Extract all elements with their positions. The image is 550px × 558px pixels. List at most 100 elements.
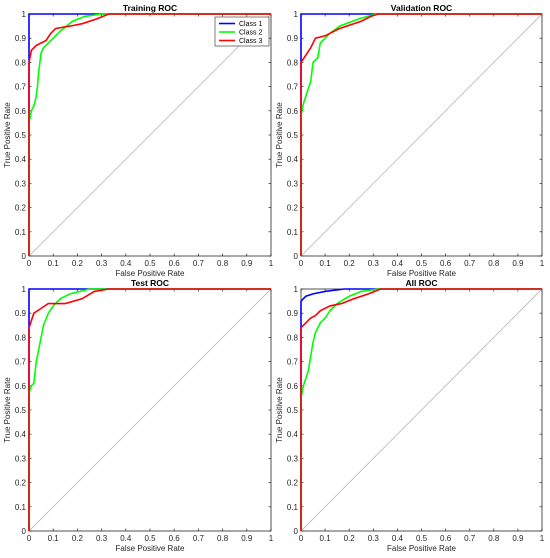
x-tick-label: 0.8: [488, 259, 500, 268]
x-tick-label: 0.3: [368, 259, 380, 268]
y-tick-label: 0: [294, 252, 299, 261]
x-tick-label: 0.5: [416, 534, 428, 543]
x-tick-label: 0.7: [464, 259, 476, 268]
x-tick-label: 0.1: [48, 259, 60, 268]
x-tick-label: 0.2: [344, 534, 356, 543]
x-tick-label: 0.1: [320, 259, 332, 268]
y-tick-label: 0.6: [287, 382, 299, 391]
y-tick-label: 0.4: [15, 155, 27, 164]
y-tick-label: 0.8: [15, 58, 27, 67]
y-tick-label: 0.3: [287, 179, 299, 188]
y-tick-label: 0.5: [15, 131, 27, 140]
y-axis: 0 0.1 0.2 0.3 0.4 0.5 0.6 0.7 0.8 0.9 1: [287, 10, 542, 261]
x-tick-label: 0.2: [72, 534, 84, 543]
x-tick-label: 0.9: [241, 259, 253, 268]
x-tick-label: 1: [540, 534, 545, 543]
x-tick-label: 0.4: [392, 534, 404, 543]
y-tick-label: 0.6: [287, 107, 299, 116]
chart-title: Validation ROC: [391, 3, 452, 13]
y-tick-label: 0.5: [287, 406, 299, 415]
x-tick-label: 0.9: [512, 259, 524, 268]
y-tick-label: 0.1: [287, 503, 299, 512]
y-axis-label: True Positive Rate: [3, 102, 12, 168]
y-tick-label: 1: [22, 285, 27, 294]
x-tick-label: 0.6: [440, 534, 452, 543]
legend-label: Class 1: [239, 21, 262, 28]
roc-line-class-3: [300, 288, 542, 531]
y-tick-label: 0.9: [287, 34, 299, 43]
x-axis-label: False Positive Rate: [387, 544, 456, 553]
x-tick-label: 0.5: [144, 259, 156, 268]
x-tick-label: 0.9: [241, 534, 253, 543]
y-tick-label: 0.2: [15, 204, 27, 213]
y-tick-label: 0.2: [15, 479, 27, 488]
x-tick-label: 0.4: [392, 259, 404, 268]
y-tick-label: 0.6: [15, 107, 27, 116]
y-tick-label: 0.8: [15, 333, 27, 342]
y-axis-label: True Positive Rate: [275, 102, 284, 168]
y-axis-label: True Positive Rate: [275, 377, 284, 443]
x-tick-label: 0.5: [144, 534, 156, 543]
x-tick-label: 0.8: [217, 534, 229, 543]
y-tick-label: 0.6: [15, 382, 27, 391]
y-tick-label: 0.5: [287, 131, 299, 140]
y-tick-label: 0: [22, 527, 27, 536]
y-tick-label: 0.3: [287, 454, 299, 463]
diagonal-reference-line: [28, 13, 272, 257]
y-tick-label: 0.9: [287, 309, 299, 318]
roc-panel-2: 0 0.1 0.2 0.3 0.4 0.5 0.6 0.7 0.8 0.9 100.10.20.30…: [275, 3, 545, 278]
x-tick-label: 0: [27, 534, 32, 543]
x-tick-label: 0.4: [120, 534, 132, 543]
y-tick-label: 0.2: [287, 204, 299, 213]
roc-panel-3: 0 0.1 0.2 0.3 0.4 0.5 0.6 0.7 0.8 0.9 1 0 0.1 0.2 0.3 0…: [3, 278, 274, 553]
legend-label: Class 3: [239, 38, 262, 45]
y-axis: 0 0.1 0.2 0.3 0.4 0.5 0.6 0.7 0.8 0.9 1: [287, 285, 542, 536]
x-tick-label: 0.1: [320, 534, 332, 543]
roc-line-class-2: [300, 13, 542, 256]
x-axis-label: False Positive Rate: [387, 269, 456, 278]
legend-label: Class 2: [239, 30, 262, 37]
roc-line-class-2: [28, 288, 271, 531]
y-tick-label: 0.4: [287, 430, 299, 439]
x-tick-label: 0.2: [72, 259, 84, 268]
x-tick-label: 0.8: [488, 534, 500, 543]
y-tick-label: 0.9: [15, 309, 27, 318]
y-tick-label: 0.4: [15, 430, 27, 439]
y-tick-label: 0.7: [287, 83, 299, 92]
y-tick-label: 0.2: [287, 479, 299, 488]
y-tick-label: 0.7: [15, 83, 27, 92]
y-tick-label: 0.8: [287, 333, 299, 342]
roc-line-class-3: [28, 13, 271, 256]
x-tick-label: 0.3: [96, 534, 108, 543]
y-tick-label: 0.1: [15, 503, 27, 512]
y-tick-label: 0.8: [287, 58, 299, 67]
roc-line-class-3: [28, 288, 271, 531]
roc-line-class-3: [300, 13, 542, 256]
x-tick-label: 0.4: [120, 259, 132, 268]
x-tick-label: 0.9: [512, 534, 524, 543]
x-tick-label: 0.6: [169, 534, 181, 543]
y-tick-label: 0.1: [15, 228, 27, 237]
x-tick-label: 0.7: [464, 534, 476, 543]
roc-panel-1: 0 0.1 0.2 0.3 0.4 0.5 0.6 0.7 0.8 0.9 100.10.20.30…: [3, 3, 274, 278]
x-tick-label: 1: [269, 534, 274, 543]
roc-line-class-2: [300, 288, 542, 531]
x-tick-label: 1: [540, 259, 545, 268]
x-tick-label: 0.1: [48, 534, 60, 543]
y-tick-label: 0.7: [287, 358, 299, 367]
roc-line-class-2: [28, 13, 271, 256]
x-tick-label: 0: [299, 259, 304, 268]
diagonal-reference-line: [28, 288, 272, 532]
y-tick-label: 0.1: [287, 228, 299, 237]
y-tick-label: 0.9: [15, 34, 27, 43]
x-tick-label: 0.7: [193, 259, 205, 268]
chart-title: All ROC: [405, 278, 437, 288]
y-tick-label: 0.7: [15, 358, 27, 367]
y-tick-label: 0.4: [287, 155, 299, 164]
x-axis: 0 0.1 0.2 0.3 0.4 0.5 0.6 0.7 0.8 0.9 1: [299, 14, 545, 268]
diagonal-reference-line: [300, 288, 543, 532]
y-axis-label: True Positive Rate: [3, 377, 12, 443]
x-tick-label: 0.6: [169, 259, 181, 268]
x-axis-label: False Positive Rate: [116, 544, 185, 553]
